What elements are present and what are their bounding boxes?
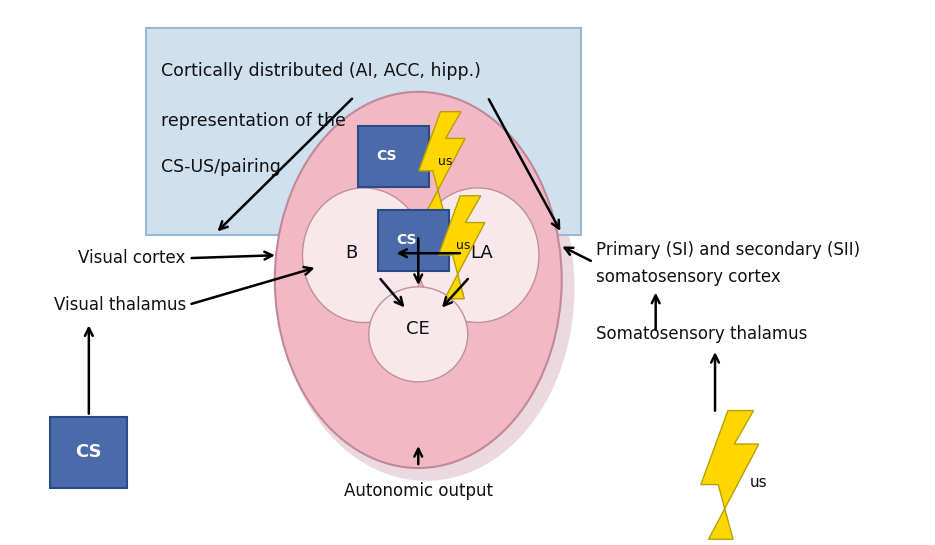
Text: Cortically distributed (AI, ACC, hipp.): Cortically distributed (AI, ACC, hipp.) xyxy=(161,62,481,80)
Ellipse shape xyxy=(278,95,575,481)
Ellipse shape xyxy=(275,92,562,468)
Text: Somatosensory thalamus: Somatosensory thalamus xyxy=(597,325,808,343)
Ellipse shape xyxy=(416,188,539,323)
Text: Autonomic output: Autonomic output xyxy=(344,482,493,500)
Text: CS: CS xyxy=(76,443,102,461)
Text: Primary (SI) and secondary (SII): Primary (SI) and secondary (SII) xyxy=(597,241,860,259)
Text: LA: LA xyxy=(470,244,493,262)
Text: us: us xyxy=(750,475,768,490)
Text: us: us xyxy=(456,239,470,252)
FancyBboxPatch shape xyxy=(358,125,429,187)
Ellipse shape xyxy=(368,287,468,382)
Text: representation of the: representation of the xyxy=(161,112,346,130)
Text: Visual thalamus: Visual thalamus xyxy=(53,296,186,314)
Text: CS-US/pairing: CS-US/pairing xyxy=(161,158,280,176)
Text: CS: CS xyxy=(376,149,396,163)
FancyBboxPatch shape xyxy=(50,416,127,488)
FancyBboxPatch shape xyxy=(378,210,449,271)
Text: us: us xyxy=(438,155,453,168)
Text: B: B xyxy=(345,244,357,262)
Polygon shape xyxy=(439,196,485,299)
Ellipse shape xyxy=(303,188,425,323)
Polygon shape xyxy=(419,112,465,215)
Polygon shape xyxy=(701,410,759,539)
Text: somatosensory cortex: somatosensory cortex xyxy=(597,268,781,286)
Text: CE: CE xyxy=(407,320,430,338)
FancyBboxPatch shape xyxy=(146,28,582,235)
Text: Visual cortex: Visual cortex xyxy=(79,249,186,267)
Text: CS: CS xyxy=(396,233,416,247)
